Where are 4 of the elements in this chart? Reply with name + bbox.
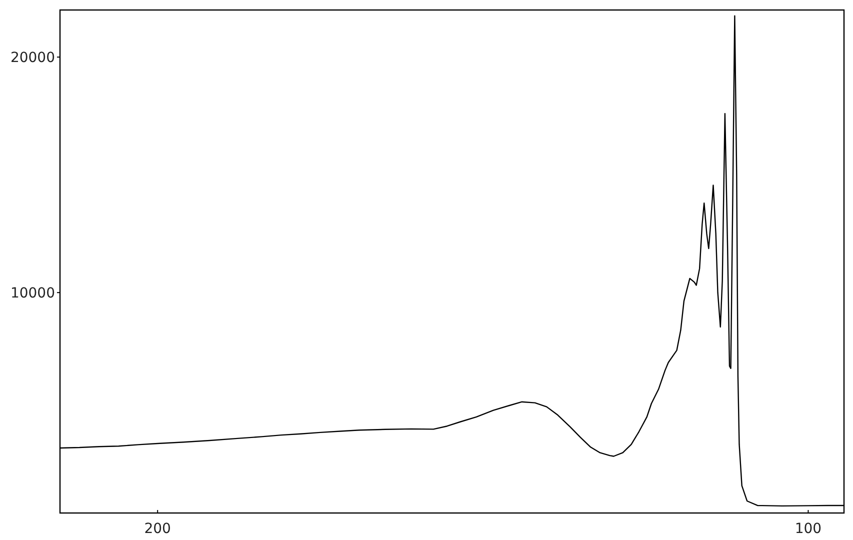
x-tick-label: 100 [794, 521, 822, 537]
y-tick-label: 20000 [10, 50, 55, 66]
y-tick-label: 10000 [10, 285, 55, 302]
x-tick-label: 200 [144, 521, 171, 537]
